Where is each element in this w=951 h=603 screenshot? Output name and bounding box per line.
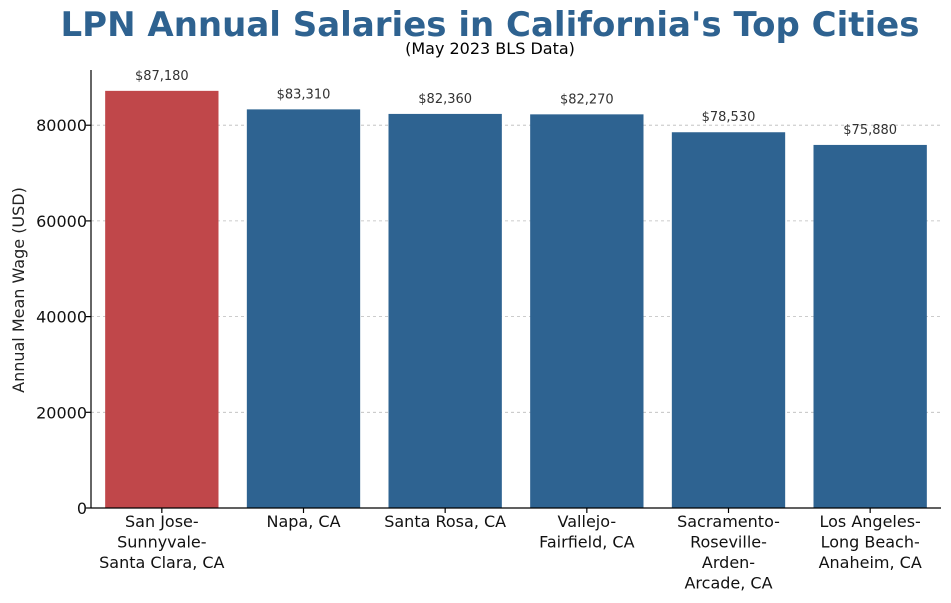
bar xyxy=(530,114,644,508)
bar-value-label: $82,270 xyxy=(560,92,614,107)
bar xyxy=(388,113,502,508)
x-category-label: Santa Rosa, CA xyxy=(384,512,506,531)
bars xyxy=(105,90,927,508)
gridlines xyxy=(91,124,941,413)
x-category-label: Los Angeles-Long Beach-Anaheim, CA xyxy=(819,512,922,572)
bar xyxy=(813,144,927,508)
bar-value-label: $82,360 xyxy=(418,92,472,107)
bar xyxy=(105,90,219,508)
bar-value-label: $78,530 xyxy=(702,110,756,125)
x-category-label: San Jose-Sunnyvale-Santa Clara, CA xyxy=(99,512,224,572)
bar-value-label: $83,310 xyxy=(277,87,331,102)
axes: 0 20000 40000 60000 80000 San Jose-Sunnyvale-… xyxy=(36,70,941,593)
bar xyxy=(671,132,786,508)
chart-title: LPN Annual Salaries in California's Top … xyxy=(61,5,920,45)
x-category-label: Sacramento-Roseville-Arden-Arcade, CA xyxy=(677,512,780,593)
y-tick-label: 20000 xyxy=(36,403,87,422)
x-category-label: Vallejo-Fairfield, CA xyxy=(539,512,634,552)
x-category-label: Napa, CA xyxy=(266,512,340,531)
y-tick-label: 40000 xyxy=(36,308,87,327)
y-tick-label: 80000 xyxy=(36,116,87,135)
chart-subtitle: (May 2023 BLS Data) xyxy=(405,39,575,58)
bar-value-label: $87,180 xyxy=(135,69,189,84)
y-tick-label: 0 xyxy=(77,499,87,518)
bar xyxy=(246,109,361,508)
y-axis-label: Annual Mean Wage (USD) xyxy=(9,187,28,393)
data-labels: $87,180 $83,310 $82,360 $82,270 $78,530 $75,8… xyxy=(135,69,897,138)
y-tick-label: 60000 xyxy=(36,212,87,231)
bar-value-label: $75,880 xyxy=(843,123,897,138)
